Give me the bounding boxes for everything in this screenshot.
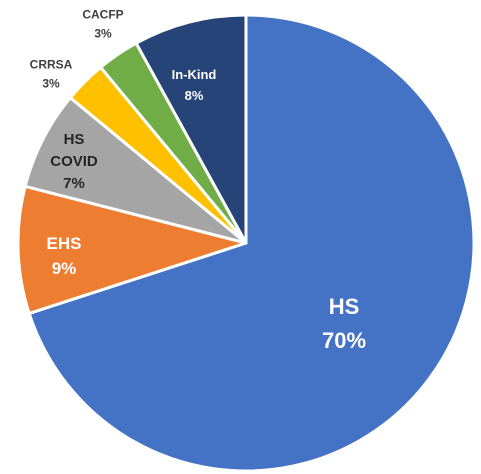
slice-percent: 3% xyxy=(42,77,60,91)
slice-label-crrsa: CRRSA 3% xyxy=(30,58,73,91)
slice-percent: 8% xyxy=(185,88,204,103)
slice-labels: HS 70% EHS 9% HS COVID 7% CRRSA 3% CACFP 3% In-Kind… xyxy=(30,8,366,353)
slice-name: HS xyxy=(329,294,360,319)
slice-percent: 70% xyxy=(322,328,366,353)
pie-slice-hs xyxy=(27,13,476,473)
slice-name: CRRSA xyxy=(30,58,73,72)
slice-label-hs-covid: HS COVID 7% xyxy=(50,131,98,192)
slice-name: HS xyxy=(64,131,85,148)
slice-name: In-Kind xyxy=(172,67,217,82)
slice-name: COVID xyxy=(50,153,98,170)
slice-label-hs: HS 70% xyxy=(322,294,366,353)
slice-label-ehs: EHS 9% xyxy=(47,234,82,278)
slice-percent: 9% xyxy=(52,259,77,278)
pie-slice-ehs xyxy=(16,184,248,315)
pie-slices xyxy=(16,13,476,473)
slice-percent: 3% xyxy=(94,27,112,41)
slice-name: CACFP xyxy=(82,8,123,22)
slice-label-cacfp: CACFP 3% xyxy=(82,8,123,41)
pie-slice-in-kind xyxy=(134,13,248,245)
slice-percent: 7% xyxy=(63,175,85,192)
slice-label-in-kind: In-Kind 8% xyxy=(172,67,217,103)
slice-name: EHS xyxy=(47,234,82,253)
